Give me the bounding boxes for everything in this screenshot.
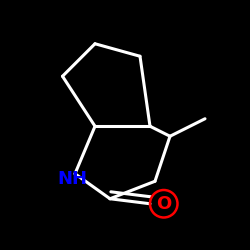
Text: NH: NH [58, 170, 88, 188]
Text: O: O [156, 195, 172, 213]
